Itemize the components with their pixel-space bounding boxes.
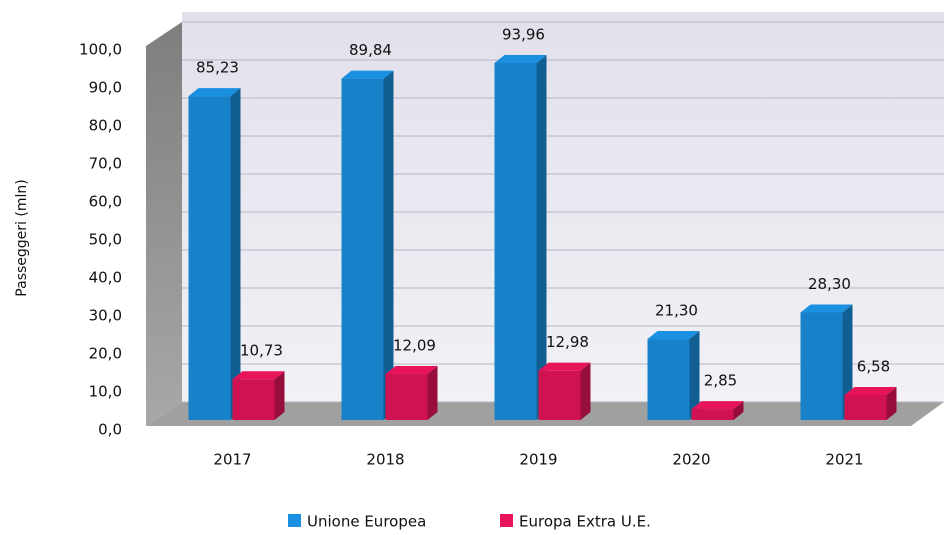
data-label: 21,30 bbox=[655, 302, 698, 320]
bar-top bbox=[538, 362, 591, 371]
y-tick-label: 0,0 bbox=[98, 421, 122, 439]
bar-top bbox=[647, 331, 700, 340]
bar bbox=[188, 96, 231, 420]
bar-top bbox=[188, 88, 241, 97]
bar-top bbox=[341, 70, 394, 79]
bar-side bbox=[274, 371, 285, 420]
x-tick-label: 2021 bbox=[825, 451, 863, 469]
legend-swatch bbox=[500, 514, 513, 527]
y-tick-label: 70,0 bbox=[89, 155, 122, 173]
y-tick-label: 40,0 bbox=[89, 269, 122, 287]
bar bbox=[844, 394, 887, 420]
bar-side bbox=[230, 88, 241, 420]
data-label: 93,96 bbox=[502, 25, 545, 43]
y-tick-label: 20,0 bbox=[89, 345, 122, 363]
legend-label: Unione Europea bbox=[307, 513, 426, 531]
data-label: 12,09 bbox=[393, 337, 436, 355]
bar-top bbox=[385, 366, 438, 375]
bar bbox=[385, 374, 428, 420]
data-label: 89,84 bbox=[349, 41, 392, 59]
x-tick-label: 2019 bbox=[519, 451, 557, 469]
bar-side bbox=[536, 54, 547, 421]
y-tick-label: 90,0 bbox=[89, 79, 122, 97]
data-label: 6,58 bbox=[857, 357, 890, 375]
data-label: 2,85 bbox=[704, 372, 737, 390]
x-tick-label: 2018 bbox=[366, 451, 404, 469]
bar bbox=[494, 62, 537, 421]
bar-top bbox=[691, 401, 744, 410]
legend-swatch bbox=[288, 514, 301, 527]
y-tick-label: 50,0 bbox=[89, 231, 122, 249]
data-label: 12,98 bbox=[546, 333, 589, 351]
bar-side bbox=[427, 366, 438, 420]
data-label: 85,23 bbox=[196, 59, 239, 77]
legend-label: Europa Extra U.E. bbox=[519, 513, 651, 531]
bar bbox=[538, 370, 581, 420]
x-tick-label: 2017 bbox=[213, 451, 251, 469]
y-axis-label: Passeggeri (mln) bbox=[14, 179, 30, 296]
y-tick-label: 100,0 bbox=[79, 41, 122, 59]
y-tick-label: 60,0 bbox=[89, 193, 122, 211]
bar-side bbox=[689, 331, 700, 420]
y-tick-label: 10,0 bbox=[89, 383, 122, 401]
bar bbox=[341, 78, 384, 420]
data-label: 10,73 bbox=[240, 342, 283, 360]
bar-top bbox=[844, 386, 897, 395]
data-label: 28,30 bbox=[808, 275, 851, 293]
bar-side bbox=[580, 362, 591, 420]
bar bbox=[691, 409, 734, 420]
y-tick-label: 30,0 bbox=[89, 307, 122, 325]
bar bbox=[800, 312, 843, 420]
bar-side bbox=[383, 70, 394, 420]
x-tick-label: 2020 bbox=[672, 451, 710, 469]
bar-top bbox=[494, 54, 547, 63]
bar bbox=[647, 339, 690, 420]
bar-top bbox=[232, 371, 285, 380]
bar-side bbox=[733, 401, 744, 420]
side-wall bbox=[146, 22, 182, 426]
bar-top bbox=[800, 304, 853, 313]
bar bbox=[232, 379, 275, 420]
bar-side bbox=[886, 386, 897, 420]
y-tick-label: 80,0 bbox=[89, 117, 122, 135]
